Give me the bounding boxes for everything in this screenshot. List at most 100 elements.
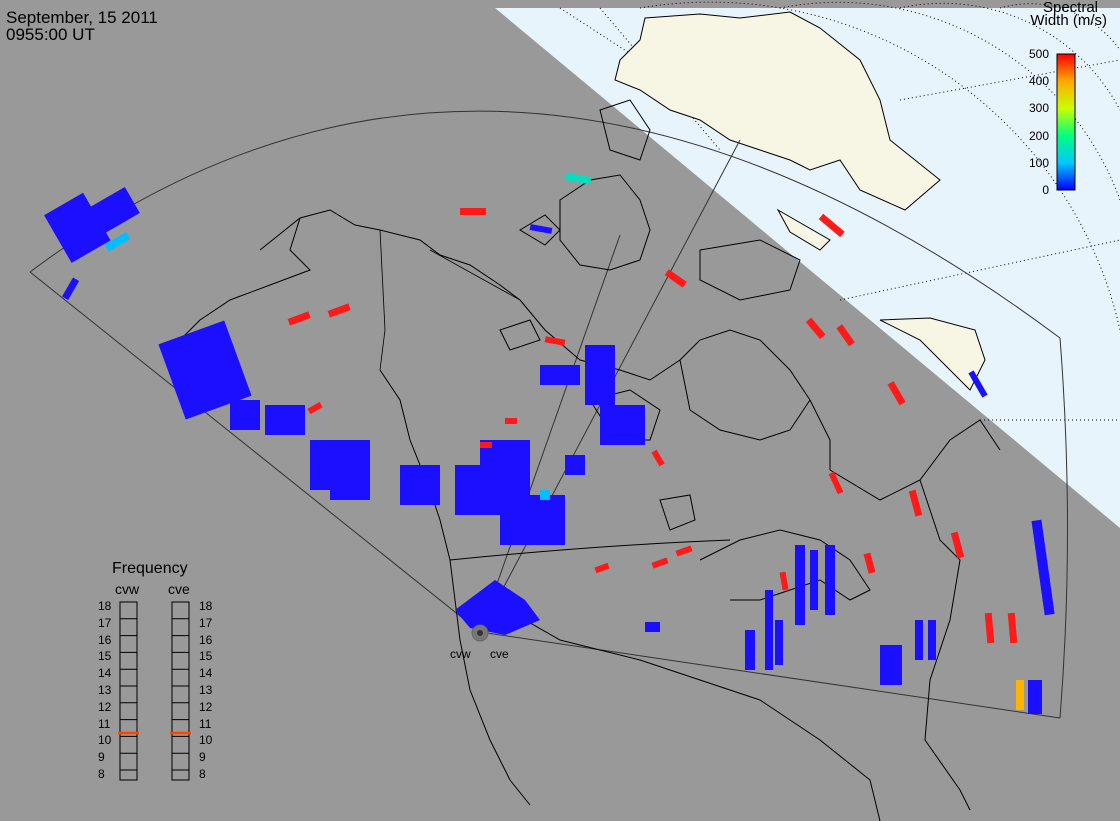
echo-cell: [500, 495, 565, 545]
echo-cell: [1028, 680, 1042, 714]
echo-cell: [908, 489, 923, 517]
site-label-cve: cve: [490, 647, 509, 661]
echo-cell: [810, 550, 818, 610]
echo-cell: [950, 531, 965, 559]
colorbar-title-line1: Spectral: [1042, 0, 1098, 16]
colorbar-tick-label: 200: [1028, 128, 1049, 143]
frequency-tick-label: 9: [199, 750, 206, 765]
echo-cell: [90, 187, 140, 233]
echo-cell: [505, 418, 517, 424]
echo-cell: [600, 405, 645, 445]
echo-cell: [828, 471, 844, 495]
frequency-tick-label: 18: [199, 599, 213, 613]
echo-cell: [805, 317, 826, 339]
daylight-region: [495, 8, 1120, 528]
frequency-tick-label: 15: [98, 649, 112, 664]
echo-cell: [651, 557, 669, 569]
echo-cell: [265, 405, 305, 435]
echo-cell: [984, 612, 995, 644]
colorbar-title-line2: Width (m/s): [1030, 12, 1107, 29]
frequency-tick-label: 17: [98, 615, 112, 630]
frequency-tick-label: 10: [199, 733, 213, 748]
frequency-tick-label: 12: [199, 699, 213, 714]
colorbar: [1056, 53, 1076, 191]
echo-cell: [307, 401, 323, 415]
frequency-tick-label: 12: [98, 699, 112, 714]
echo-cell: [594, 562, 610, 574]
echo-fan: [455, 580, 540, 635]
echo-cell: [1007, 612, 1018, 644]
echo-cell: [540, 365, 580, 385]
echo-cell: [540, 490, 550, 500]
frequency-radar-cve: cve: [168, 581, 190, 597]
echo-cell: [544, 336, 566, 346]
echo-cell: [1016, 680, 1024, 710]
frequency-tick-label: 15: [199, 649, 213, 664]
frequency-title: Frequency: [112, 560, 188, 577]
radar-site-marker-inner: [477, 630, 483, 636]
echo-cell: [158, 320, 252, 420]
echo-cell: [775, 620, 783, 665]
frequency-radar-cvw: cvw: [115, 581, 140, 597]
echo-cell: [915, 620, 923, 660]
frequency-tick-label: 8: [199, 767, 206, 781]
header-time: 0955:00 UT: [6, 25, 95, 44]
frequency-bars: [118, 601, 191, 781]
frequency-tick-label: 11: [199, 716, 212, 731]
echo-cell: [675, 545, 693, 557]
site-label-cvw: cvw: [450, 647, 471, 661]
frequency-bar-frame: [171, 601, 190, 781]
echo-cell: [230, 400, 260, 430]
echo-cell: [880, 645, 902, 685]
echo-cell: [836, 324, 855, 347]
echo-cell: [651, 449, 665, 467]
echo-cell: [818, 213, 845, 238]
echo-cell: [795, 545, 805, 625]
frequency-tick-label: 18: [98, 599, 112, 613]
echo-cell: [1031, 519, 1055, 616]
echo-cell: [400, 465, 440, 505]
echo-cell: [287, 311, 311, 326]
colorbar-tick-label: 300: [1028, 101, 1049, 116]
echo-cell: [585, 345, 615, 405]
frequency-tick-label: 10: [98, 733, 112, 748]
frequency-tick-label: 16: [98, 632, 112, 647]
radar-echoes: [44, 172, 1055, 714]
frequency-tick-label: 14: [98, 666, 112, 681]
greenland-landmass: [614, 11, 941, 211]
echo-cell: [645, 622, 660, 632]
frequency-tick-label: 13: [199, 683, 213, 697]
colorbar-tick-label: 0: [1042, 183, 1049, 197]
frequency-tick-label: 8: [98, 767, 105, 781]
echo-cell: [779, 571, 789, 591]
ice-strip-2: [879, 317, 986, 391]
colorbar-tick-label: 400: [1028, 74, 1049, 89]
echo-cell: [44, 192, 111, 263]
header-date: September, 15 2011: [6, 8, 158, 27]
echo-cell: [529, 224, 553, 234]
echo-cell: [565, 455, 585, 475]
echo-cell: [745, 630, 755, 670]
echo-cell: [664, 269, 687, 288]
echo-cell: [62, 277, 80, 301]
frequency-tick-label: 9: [98, 750, 105, 765]
colorbar-tick-label: 100: [1028, 155, 1049, 170]
frequency-tick-label: 14: [199, 666, 213, 681]
colorbar-gradient: [1056, 53, 1076, 191]
echo-cell: [330, 480, 370, 500]
ice-strip: [776, 208, 831, 251]
echo-cell: [327, 303, 351, 318]
frequency-tick-label: 13: [98, 683, 112, 697]
echo-cell: [564, 172, 592, 185]
frequency-tick-label: 17: [199, 615, 213, 630]
echo-cell: [863, 552, 876, 574]
echo-cell: [928, 620, 936, 660]
echo-cell: [104, 232, 131, 252]
coastlines: [179, 99, 1001, 821]
echo-cell: [968, 370, 988, 398]
echo-cell: [480, 442, 492, 448]
frequency-bar-frame: [119, 601, 138, 781]
frequency-tick-label: 11: [98, 716, 111, 731]
echo-cell: [825, 545, 835, 615]
echo-cell: [765, 590, 773, 670]
